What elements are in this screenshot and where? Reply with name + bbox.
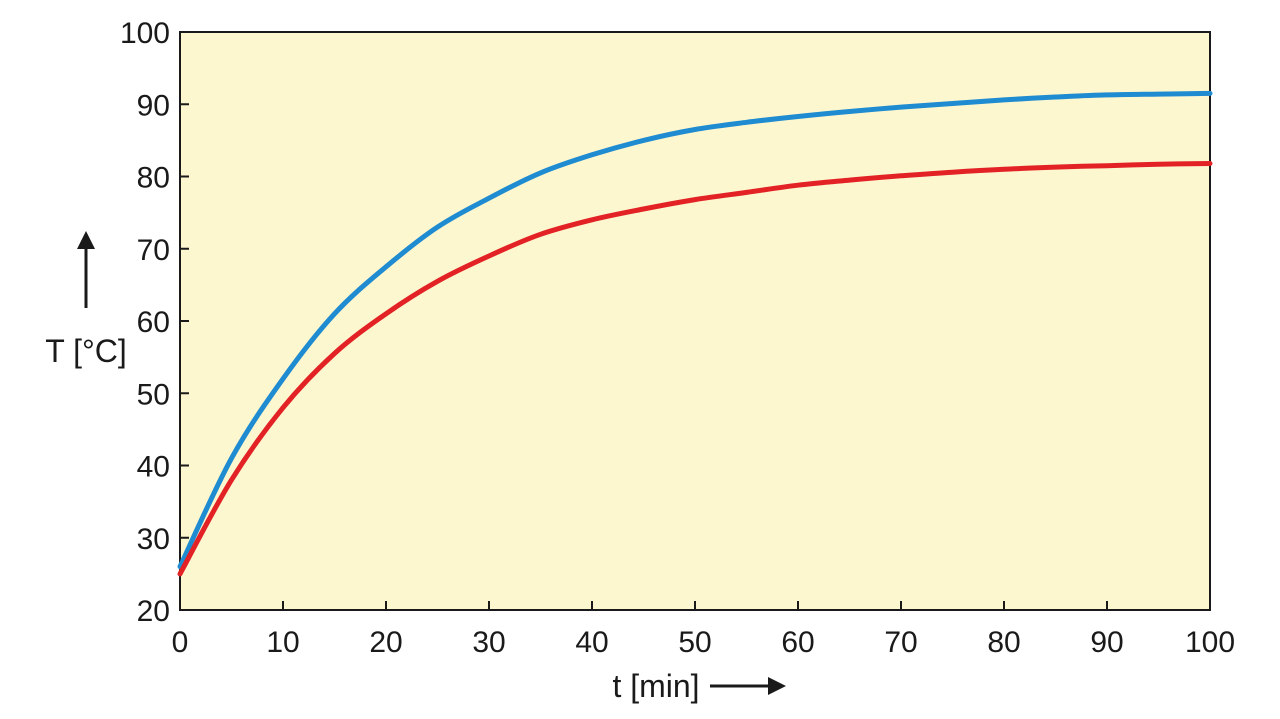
series-line-2	[177, 161, 1213, 577]
x-tick-label: 30	[472, 626, 505, 659]
series-layer	[177, 90, 1213, 577]
x-tick-label: 60	[781, 626, 814, 659]
x-tick-label: 70	[884, 626, 917, 659]
y-axis-arrow-head	[77, 231, 95, 249]
y-tick-label: 80	[137, 162, 170, 195]
x-axis-arrow-head	[768, 677, 786, 695]
x-tick-label: 50	[678, 626, 711, 659]
x-tick-label: 90	[1090, 626, 1123, 659]
x-axis-label-group: t [min]	[612, 668, 786, 704]
x-tick-label: 0	[172, 626, 189, 659]
x-tick-label: 100	[1185, 626, 1235, 659]
x-axis-label: t [min]	[612, 668, 699, 704]
y-axis-label: T [°C]	[45, 333, 127, 369]
x-tick-label: 80	[987, 626, 1020, 659]
y-tick-label: 60	[137, 306, 170, 339]
y-axis-label-group: T [°C]	[45, 231, 127, 369]
x-tick-label: 40	[575, 626, 608, 659]
y-tick-label: 90	[137, 89, 170, 122]
series-line-1	[177, 90, 1213, 570]
x-tick-label: 10	[266, 626, 299, 659]
y-tick-label: 70	[137, 234, 170, 267]
y-tick-label: 30	[137, 523, 170, 556]
ticks-layer: 0 10 20 30 40 50 60 70 80 90 100 20 30 40 50 60 70 80 90 10…	[120, 17, 1235, 659]
x-tick-label: 20	[369, 626, 402, 659]
plot-area	[179, 31, 1211, 611]
y-tick-label: 50	[137, 378, 170, 411]
y-tick-label: 40	[137, 451, 170, 484]
y-tick-label: 20	[137, 595, 170, 628]
y-tick-label: 100	[120, 17, 170, 50]
